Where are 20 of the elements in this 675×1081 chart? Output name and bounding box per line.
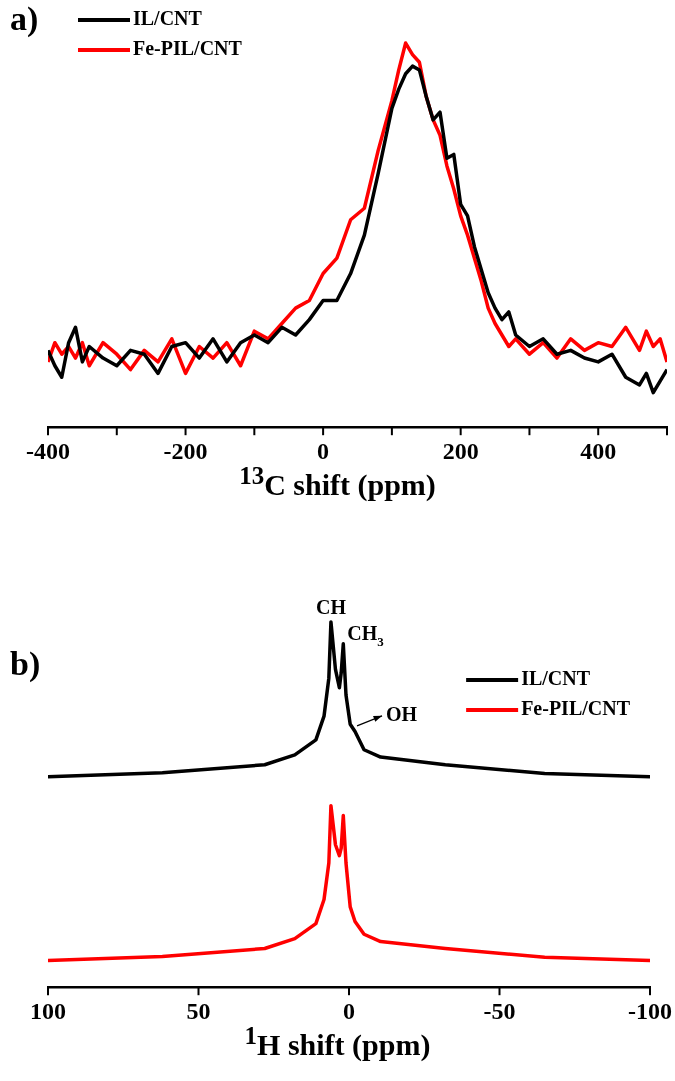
x-tick-label: 0 [343,997,355,1024]
legend-label: Fe-PIL/CNT [133,37,243,60]
x-tick-label: 0 [317,437,330,464]
legend-label: Fe-PIL/CNT [521,697,631,720]
annotation: CH [315,595,347,618]
x-tick-label: -400 [26,437,70,464]
x-axis-title: $^{13}$C shift (ppm) [238,462,437,502]
x-tick-label: 200 [442,437,479,464]
x-tick-label: 400 [580,437,617,464]
chart-title: a) [10,0,39,38]
legend-label: IL/CNT [521,667,591,690]
x-tick-label: 100 [30,997,66,1024]
x-tick-label: 50 [186,997,211,1024]
x-tick-label: -200 [163,437,208,464]
x-tick-label: -100 [628,997,672,1024]
x-tick-label: -50 [483,997,516,1024]
x-axis-title: $^{1}$H shift (ppm) [243,1022,432,1062]
text: b) [10,645,41,683]
annotation: OH [386,703,418,726]
legend-label: IL/CNT [133,7,203,30]
